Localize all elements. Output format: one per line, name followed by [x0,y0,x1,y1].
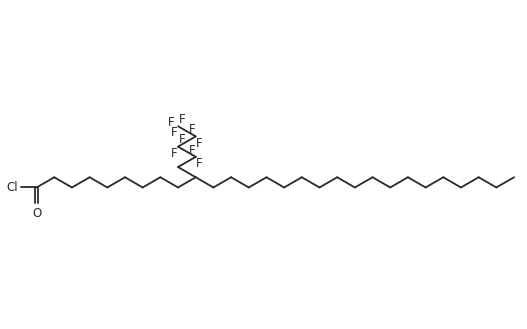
Text: O: O [32,207,41,220]
Text: F: F [171,147,178,160]
Text: F: F [179,113,185,126]
Text: F: F [171,126,178,139]
Text: F: F [189,123,195,136]
Text: F: F [196,157,203,170]
Text: F: F [179,134,185,146]
Text: Cl: Cl [6,181,17,194]
Text: F: F [189,144,195,157]
Text: F: F [196,137,203,150]
Text: F: F [168,116,174,129]
